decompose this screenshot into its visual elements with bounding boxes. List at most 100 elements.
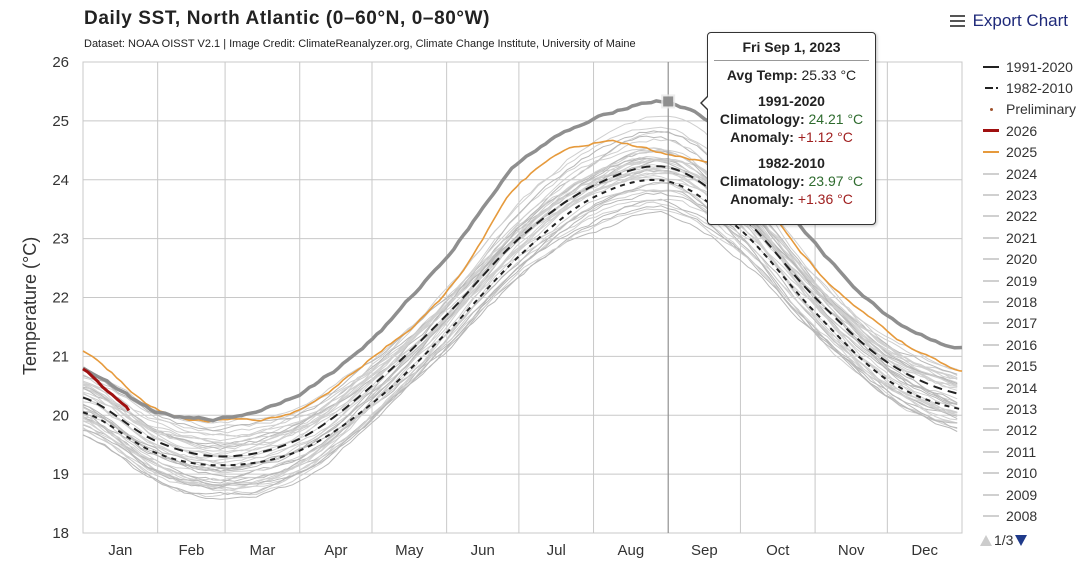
- series-line-2023: [82, 99, 963, 423]
- legend-item[interactable]: 2021: [982, 227, 1076, 248]
- legend-item[interactable]: 2016: [982, 334, 1076, 355]
- legend-item[interactable]: 2011: [982, 441, 1076, 462]
- legend-swatch-icon: [982, 407, 1000, 410]
- background-year-line: [82, 181, 958, 481]
- legend-item[interactable]: 2010: [982, 462, 1076, 483]
- tooltip-clim-value-2: 23.97 °C: [808, 173, 864, 189]
- legend-item[interactable]: 2013: [982, 398, 1076, 419]
- background-year-line: [82, 189, 958, 445]
- y-tick-label: 26: [52, 54, 69, 71]
- legend-swatch-icon: [982, 493, 1000, 496]
- legend-swatch-icon: [982, 172, 1000, 175]
- legend-swatch-icon: [982, 107, 1000, 111]
- legend-pagination: 1/3: [980, 532, 1028, 548]
- background-year-lines: [82, 115, 958, 500]
- background-year-line: [82, 130, 958, 472]
- y-tick-label: 18: [52, 525, 69, 542]
- legend-label: 2012: [1006, 422, 1038, 439]
- legend-label: 2019: [1006, 272, 1038, 289]
- background-year-line: [82, 158, 958, 462]
- legend-item[interactable]: 2024: [982, 163, 1076, 184]
- background-year-line: [82, 189, 958, 484]
- legend-item[interactable]: 2023: [982, 184, 1076, 205]
- x-tick-label: Sep: [691, 542, 718, 559]
- x-tick-label: Mar: [249, 542, 275, 559]
- series-lines: [82, 99, 963, 467]
- x-tick-label: Apr: [324, 542, 347, 559]
- legend-label: 2016: [1006, 336, 1038, 353]
- series-line-1982-2010: [82, 178, 963, 467]
- legend-item[interactable]: 2022: [982, 206, 1076, 227]
- x-tick-label: Oct: [766, 542, 790, 559]
- chart-title: Daily SST, North Atlantic (0–60°N, 0–80°…: [84, 8, 491, 29]
- legend-swatch-icon: [982, 300, 1000, 303]
- legend-swatch-icon: [982, 151, 1000, 154]
- legend-item[interactable]: 2009: [982, 484, 1076, 505]
- legend-item[interactable]: 1982-2010: [982, 77, 1076, 98]
- legend-swatch-icon: [982, 429, 1000, 432]
- series-line-2026: [82, 367, 131, 412]
- legend-item[interactable]: 2014: [982, 377, 1076, 398]
- legend-item[interactable]: 2025: [982, 142, 1076, 163]
- series-line-1991-2020: [82, 165, 963, 458]
- background-year-line: [82, 208, 958, 474]
- legend-item[interactable]: 2015: [982, 355, 1076, 376]
- legend-label: 2025: [1006, 144, 1038, 161]
- highlight-marker: [661, 62, 676, 533]
- legend-label: 2022: [1006, 208, 1038, 225]
- legend-item[interactable]: 2018: [982, 291, 1076, 312]
- legend: 1991-2020 1982-2010 Preliminary 2026 2025 202…: [982, 56, 1076, 527]
- background-year-line: [82, 167, 958, 490]
- legend-swatch-icon: [982, 343, 1000, 346]
- legend-label: 2017: [1006, 315, 1038, 332]
- tooltip-anom-label-2: Anomaly:: [730, 191, 794, 207]
- y-tick-label: 22: [52, 290, 69, 307]
- x-tick-label: Jun: [471, 542, 495, 559]
- background-year-line: [82, 171, 958, 498]
- legend-item[interactable]: 2008: [982, 505, 1076, 526]
- tooltip-anom-value-2: +1.36 °C: [797, 191, 853, 207]
- hamburger-menu-icon: [949, 15, 965, 27]
- x-tick-label: Nov: [838, 542, 865, 559]
- legend-label: 2013: [1006, 400, 1038, 417]
- export-chart-button[interactable]: Export Chart: [949, 11, 1068, 31]
- legend-next-page-icon[interactable]: [1015, 534, 1028, 546]
- tooltip-date: Fri Sep 1, 2023: [714, 39, 869, 61]
- legend-swatch-icon: [982, 215, 1000, 218]
- legend-swatch-icon: [982, 236, 1000, 239]
- legend-label: 2021: [1006, 229, 1038, 246]
- tooltip-clim-label-1: Climatology:: [719, 111, 805, 127]
- background-year-line: [82, 210, 958, 472]
- legend-item[interactable]: 2019: [982, 270, 1076, 291]
- legend-label: 2014: [1006, 379, 1038, 396]
- legend-item[interactable]: Preliminary: [982, 99, 1076, 120]
- background-year-line: [82, 169, 958, 432]
- legend-swatch-icon: [982, 365, 1000, 368]
- background-year-line: [82, 192, 958, 496]
- x-tick-label: Dec: [911, 542, 938, 559]
- legend-swatch-icon: [982, 279, 1000, 282]
- background-year-line: [82, 147, 958, 453]
- legend-swatch-icon: [982, 514, 1000, 517]
- legend-prev-page-icon[interactable]: [980, 534, 992, 546]
- legend-item[interactable]: 2012: [982, 420, 1076, 441]
- export-chart-label: Export Chart: [972, 11, 1068, 30]
- legend-page-indicator: 1/3: [994, 532, 1014, 548]
- x-axis-ticks: Jan Feb Mar Apr May Jun Jul Aug Sep Oct Nov Dec: [108, 542, 938, 559]
- y-axis-ticks: 18 19 20 21 22 23 24 25 26: [52, 54, 69, 542]
- highlight-point: [663, 96, 674, 107]
- legend-item[interactable]: 2020: [982, 249, 1076, 270]
- tooltip-anom-value-1: +1.12 °C: [797, 129, 853, 145]
- legend-label: 2020: [1006, 251, 1038, 268]
- y-tick-label: 21: [52, 348, 69, 365]
- y-tick-label: 23: [52, 231, 69, 248]
- legend-item[interactable]: 1991-2020: [982, 56, 1076, 77]
- series-line-2025: [82, 139, 963, 423]
- legend-item[interactable]: 2026: [982, 120, 1076, 141]
- legend-label: 2024: [1006, 165, 1038, 182]
- tooltip-period-2: 1982-2010: [758, 155, 825, 171]
- legend-item[interactable]: 2017: [982, 313, 1076, 334]
- tooltip-avg-label: Avg Temp:: [726, 67, 798, 83]
- legend-swatch-icon: [982, 258, 1000, 261]
